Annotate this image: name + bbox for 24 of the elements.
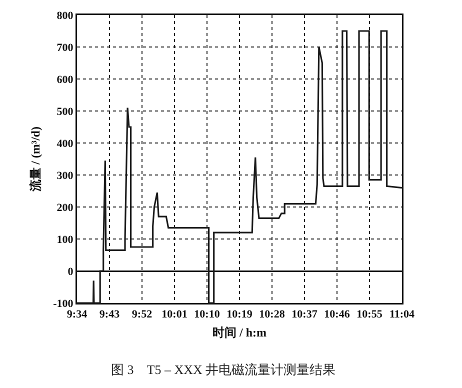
text: 图 3 T5 – XXX 井电磁流量计测量结果	[111, 362, 336, 377]
x-tick-label: 10:37	[292, 308, 318, 321]
x-tick-label: 10:19	[226, 308, 253, 321]
y-tick-label: 200	[56, 202, 74, 214]
y-tick-label: 600	[56, 74, 74, 86]
x-axis-title: 时间 / h:m	[212, 325, 267, 340]
x-tick-label: 10:55	[356, 308, 383, 321]
y-tick-label: 400	[56, 138, 74, 150]
y-tick-label: -100	[53, 298, 74, 310]
y-tick-label: 700	[56, 42, 74, 54]
y-tick-label: 0	[68, 266, 74, 278]
y-tick-label: 100	[56, 234, 74, 246]
y-axis-title: 流量 / (m³/d)	[28, 126, 43, 192]
x-tick-label: 9:52	[132, 308, 153, 321]
x-tick-label: 10:46	[324, 308, 350, 321]
x-tick-label: 9:34	[66, 308, 88, 321]
x-tick-label: 9:43	[99, 308, 120, 321]
x-tick-label: 10:28	[259, 308, 286, 321]
y-tick-label: 500	[56, 106, 74, 118]
x-tick-label: 10:01	[162, 308, 188, 321]
x-tick-label: 11:04	[389, 308, 416, 321]
y-tick-label: 800	[56, 10, 74, 22]
y-tick-label: 300	[56, 170, 74, 182]
x-tick-label: 10:10	[194, 308, 220, 321]
